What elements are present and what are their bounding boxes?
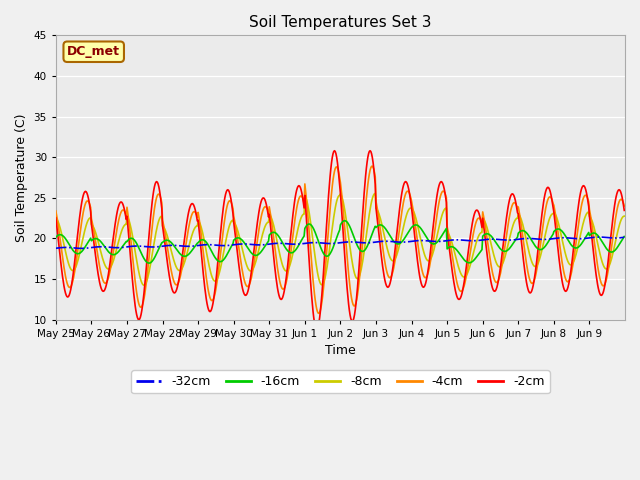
Y-axis label: Soil Temperature (C): Soil Temperature (C) <box>15 113 28 242</box>
Text: DC_met: DC_met <box>67 45 120 58</box>
Legend: -32cm, -16cm, -8cm, -4cm, -2cm: -32cm, -16cm, -8cm, -4cm, -2cm <box>131 370 550 393</box>
X-axis label: Time: Time <box>325 344 356 357</box>
Title: Soil Temperatures Set 3: Soil Temperatures Set 3 <box>249 15 431 30</box>
